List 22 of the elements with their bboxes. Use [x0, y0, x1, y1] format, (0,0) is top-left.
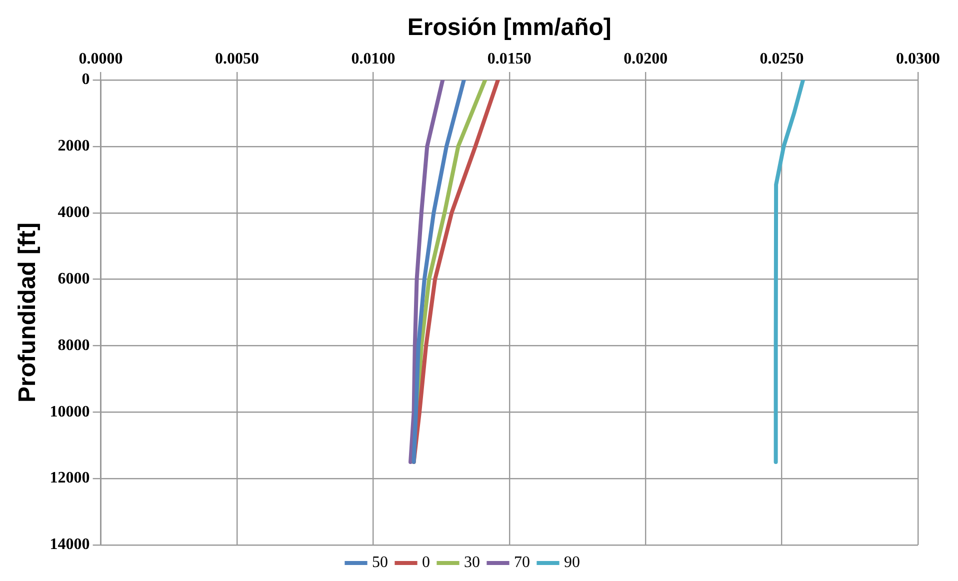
legend-label: 90 — [564, 554, 580, 572]
legend-label: 30 — [464, 554, 480, 572]
y-axis-title: Profundidad [ft] — [14, 222, 42, 402]
x-axis-title: Erosión [mm/año] — [407, 14, 612, 42]
legend-label: 0 — [422, 554, 430, 572]
y-tick-label: 6000 — [58, 270, 90, 288]
x-tick-label: 0.0050 — [215, 50, 259, 68]
y-tick-label: 4000 — [58, 204, 90, 221]
x-tick-label: 0.0300 — [896, 50, 940, 68]
y-tick-label: 8000 — [58, 336, 90, 354]
x-tick-label: 0.0000 — [78, 50, 123, 68]
y-tick-label: 10000 — [50, 403, 90, 420]
y-tick-label: 12000 — [50, 470, 90, 487]
legend-label: 70 — [514, 554, 530, 572]
y-tick-label: 0 — [82, 71, 90, 88]
x-tick-label: 0.0100 — [351, 50, 396, 68]
legend-label: 50 — [372, 554, 388, 572]
x-tick-label: 0.0250 — [760, 50, 804, 68]
x-tick-label: 0.0150 — [487, 50, 532, 68]
y-tick-label: 14000 — [50, 536, 90, 554]
y-tick-label: 2000 — [58, 138, 90, 155]
x-tick-label: 0.0200 — [624, 50, 668, 68]
